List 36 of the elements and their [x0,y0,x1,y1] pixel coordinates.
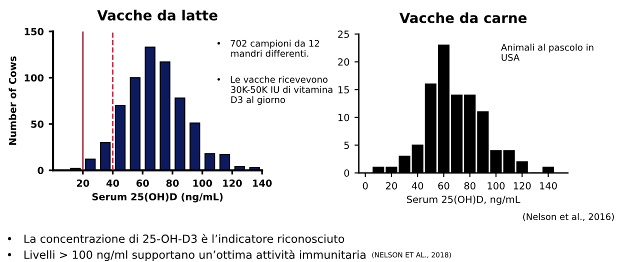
x-tick-label: 140 [253,180,272,187]
annotation: Animali al pascolo in USA [501,44,594,61]
y-tick-label: 50 [31,120,44,128]
x-tick-label: 120 [223,180,242,187]
y-tick-label: 0 [344,169,350,177]
x-tick-label: 20 [76,180,90,187]
x-axis-title: Serum 25(OH)D (ng/mL) [92,192,223,202]
chart-title: Vacche da latte [97,10,218,21]
x-tick-label: 60 [136,180,149,187]
y-tick-label: 15 [338,86,349,94]
x-tick-label: 80 [166,180,179,187]
annotation: • 702 campioni da 12 mandri differenti. [217,40,319,57]
x-axis-title: Serum 25(OH)D, ng/mL [406,196,520,205]
y-tick-label: 5 [344,142,349,149]
y-tick-label: 25 [338,30,349,38]
y-axis-title: Number of Cows [8,56,16,145]
x-tick-label: 140 [540,182,557,190]
x-tick-label: 80 [464,182,476,190]
x-tick-label: 60 [438,182,450,190]
y-tick-label: 150 [24,28,44,36]
annotation: • Le vacche ricevevono 30K-50K IU di vitamina D3 al giorno [217,76,332,105]
x-tick-label: 0 [362,182,368,190]
y-tick-label: 100 [24,74,44,82]
y-tick-label: 20 [338,58,350,66]
y-tick-label: 0 [38,166,44,174]
x-tick-label: 40 [412,182,424,190]
text: (Nelson et al., 2016) [523,213,614,222]
x-tick-label: 100 [488,182,505,190]
x-tick-label: 120 [514,182,531,190]
chart-title: Vacche da carne [399,12,527,24]
x-tick-label: 100 [193,180,212,187]
text: • Livelli > 100 ng/ml supportano un’ottima attività immunitaria [8,250,366,262]
y-tick-label: 10 [338,114,350,122]
x-tick-label: 20 [386,182,398,190]
x-tick-label: 40 [106,180,120,187]
text: • La concentrazione di 25-OH-D3 è l’indicatore riconosciuto [8,234,344,243]
